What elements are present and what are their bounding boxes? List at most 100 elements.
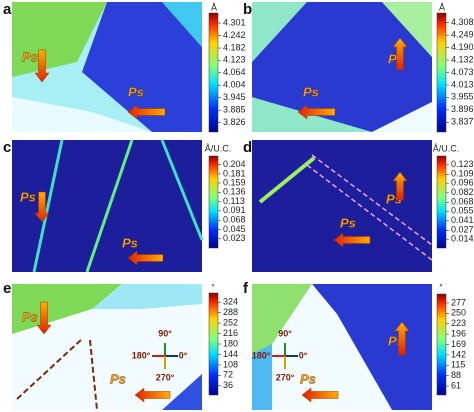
colorbar-tick-label: 250 bbox=[451, 308, 466, 318]
map-a bbox=[12, 2, 202, 132]
colorbar-tick-label: 3.826 bbox=[223, 117, 246, 127]
polarization-arrow bbox=[297, 104, 336, 120]
polarization-arrow bbox=[392, 37, 408, 71]
polarization-label: Ps bbox=[20, 189, 36, 204]
colorbar-tick-label: 0.204 bbox=[223, 159, 246, 169]
compass-label: 0° bbox=[299, 350, 308, 360]
colorbar-tick-label: 0.136 bbox=[223, 187, 246, 197]
guide-line bbox=[16, 338, 83, 400]
domain-wall bbox=[160, 139, 204, 241]
map-region bbox=[12, 97, 152, 132]
colorbar-tick-label: 4.249 bbox=[451, 30, 474, 40]
map-region bbox=[92, 284, 202, 309]
polarization-arrow bbox=[127, 104, 166, 120]
map-region bbox=[162, 374, 202, 410]
polarization-arrow bbox=[333, 232, 371, 248]
colorbar bbox=[436, 12, 447, 133]
colorbar-tick-label: 223 bbox=[451, 318, 466, 328]
colorbar-tick-label: 0.041 bbox=[451, 215, 474, 225]
colorbar-tick-label: 4.242 bbox=[223, 30, 246, 40]
colorbar-unit: Å bbox=[211, 2, 217, 12]
colorbar-tick-label: 4.013 bbox=[451, 79, 474, 89]
map-region bbox=[312, 284, 432, 410]
map-bg bbox=[252, 140, 432, 272]
domain-wall bbox=[258, 156, 316, 204]
colorbar bbox=[208, 292, 219, 396]
polarization-arrow bbox=[127, 250, 164, 266]
colorbar-unit: Å/U.C. bbox=[205, 143, 232, 153]
panel-label: d bbox=[243, 139, 252, 156]
colorbar bbox=[208, 155, 219, 249]
map-b bbox=[252, 2, 432, 132]
domain-wall bbox=[32, 139, 64, 273]
colorbar-tick-label: 0.027 bbox=[451, 225, 474, 235]
polarization-label: Ps bbox=[300, 371, 316, 386]
colorbar-unit: ° bbox=[211, 282, 215, 292]
colorbar-tick-label: 3.896 bbox=[451, 104, 474, 114]
polarization-arrow bbox=[34, 49, 50, 83]
guide-line bbox=[311, 154, 433, 246]
colorbar-unit: ° bbox=[439, 282, 443, 292]
polarization-arrow bbox=[392, 171, 408, 201]
colorbar-tick-label: 0.045 bbox=[223, 224, 246, 234]
panel-label: e bbox=[3, 280, 11, 297]
compass-label: 270° bbox=[276, 372, 295, 382]
polarization-label: Ps bbox=[22, 49, 38, 64]
colorbar-tick-label: 0.109 bbox=[451, 169, 474, 179]
polarization-arrow bbox=[301, 387, 339, 403]
compass-label: 0° bbox=[179, 350, 188, 360]
guide-line bbox=[306, 164, 433, 261]
colorbar-tick-label: 0.023 bbox=[223, 233, 246, 243]
colorbar-tick-label: 3.885 bbox=[223, 105, 246, 115]
colorbar-tick-label: 324 bbox=[223, 297, 238, 307]
colorbar-tick-label: 0.123 bbox=[451, 159, 474, 169]
colorbar-tick-label: 3.837 bbox=[451, 117, 474, 127]
map-region bbox=[12, 2, 107, 77]
polarization-label: Ps bbox=[110, 371, 126, 386]
colorbar-tick-label: 0.096 bbox=[451, 178, 474, 188]
colorbar-tick-label: 4.132 bbox=[451, 54, 474, 64]
polarization-label: Ps bbox=[303, 84, 319, 99]
map-d bbox=[252, 140, 433, 272]
map-region bbox=[252, 2, 432, 132]
colorbar-tick-label: 4.301 bbox=[223, 17, 246, 27]
colorbar-tick-label: 0.113 bbox=[223, 196, 245, 206]
map-region bbox=[12, 284, 122, 334]
colorbar-tick-label: 277 bbox=[451, 297, 466, 307]
colorbar-tick-label: 4.123 bbox=[223, 55, 246, 65]
colorbar-tick-label: 4.064 bbox=[223, 67, 246, 77]
colorbar-tick-label: 3.955 bbox=[451, 92, 474, 102]
colorbar-unit: Å bbox=[439, 2, 445, 12]
colorbar-tick-label: 0.068 bbox=[451, 197, 474, 207]
polarization-arrow bbox=[34, 191, 50, 223]
colorbar-tick-label: 72 bbox=[223, 370, 233, 380]
map-region bbox=[272, 284, 392, 410]
map-region bbox=[382, 2, 432, 57]
panel-label: b bbox=[243, 1, 252, 18]
domain-wall bbox=[85, 139, 134, 273]
colorbar-tick-label: 4.004 bbox=[223, 80, 246, 90]
colorbar-tick-label: 0.055 bbox=[451, 206, 474, 216]
colorbar-tick-label: 144 bbox=[223, 349, 238, 359]
colorbar-tick-label: 108 bbox=[223, 359, 238, 369]
colorbar-tick-label: 4.190 bbox=[451, 42, 474, 52]
colorbar-tick-label: 0.014 bbox=[451, 234, 474, 244]
map-region bbox=[372, 102, 432, 132]
polarization-label: Ps bbox=[128, 84, 144, 99]
colorbar bbox=[436, 155, 447, 249]
polarization-arrow bbox=[134, 387, 171, 403]
colorbar-tick-label: 36 bbox=[223, 380, 233, 390]
colorbar-tick-label: 115 bbox=[451, 360, 465, 370]
colorbar-tick-label: 3.945 bbox=[223, 92, 246, 102]
colorbar-tick-label: 88 bbox=[451, 370, 461, 380]
guide-line bbox=[89, 339, 98, 411]
compass-label: 180° bbox=[252, 350, 271, 360]
compass-label: 90° bbox=[278, 328, 292, 338]
panel-label: a bbox=[3, 1, 12, 18]
colorbar-tick-label: 4.182 bbox=[223, 42, 246, 52]
colorbar bbox=[436, 293, 447, 396]
panel-label: c bbox=[3, 139, 11, 156]
polarization-label: Ps bbox=[122, 235, 138, 250]
colorbar-unit: Å/U.C. bbox=[433, 143, 460, 153]
